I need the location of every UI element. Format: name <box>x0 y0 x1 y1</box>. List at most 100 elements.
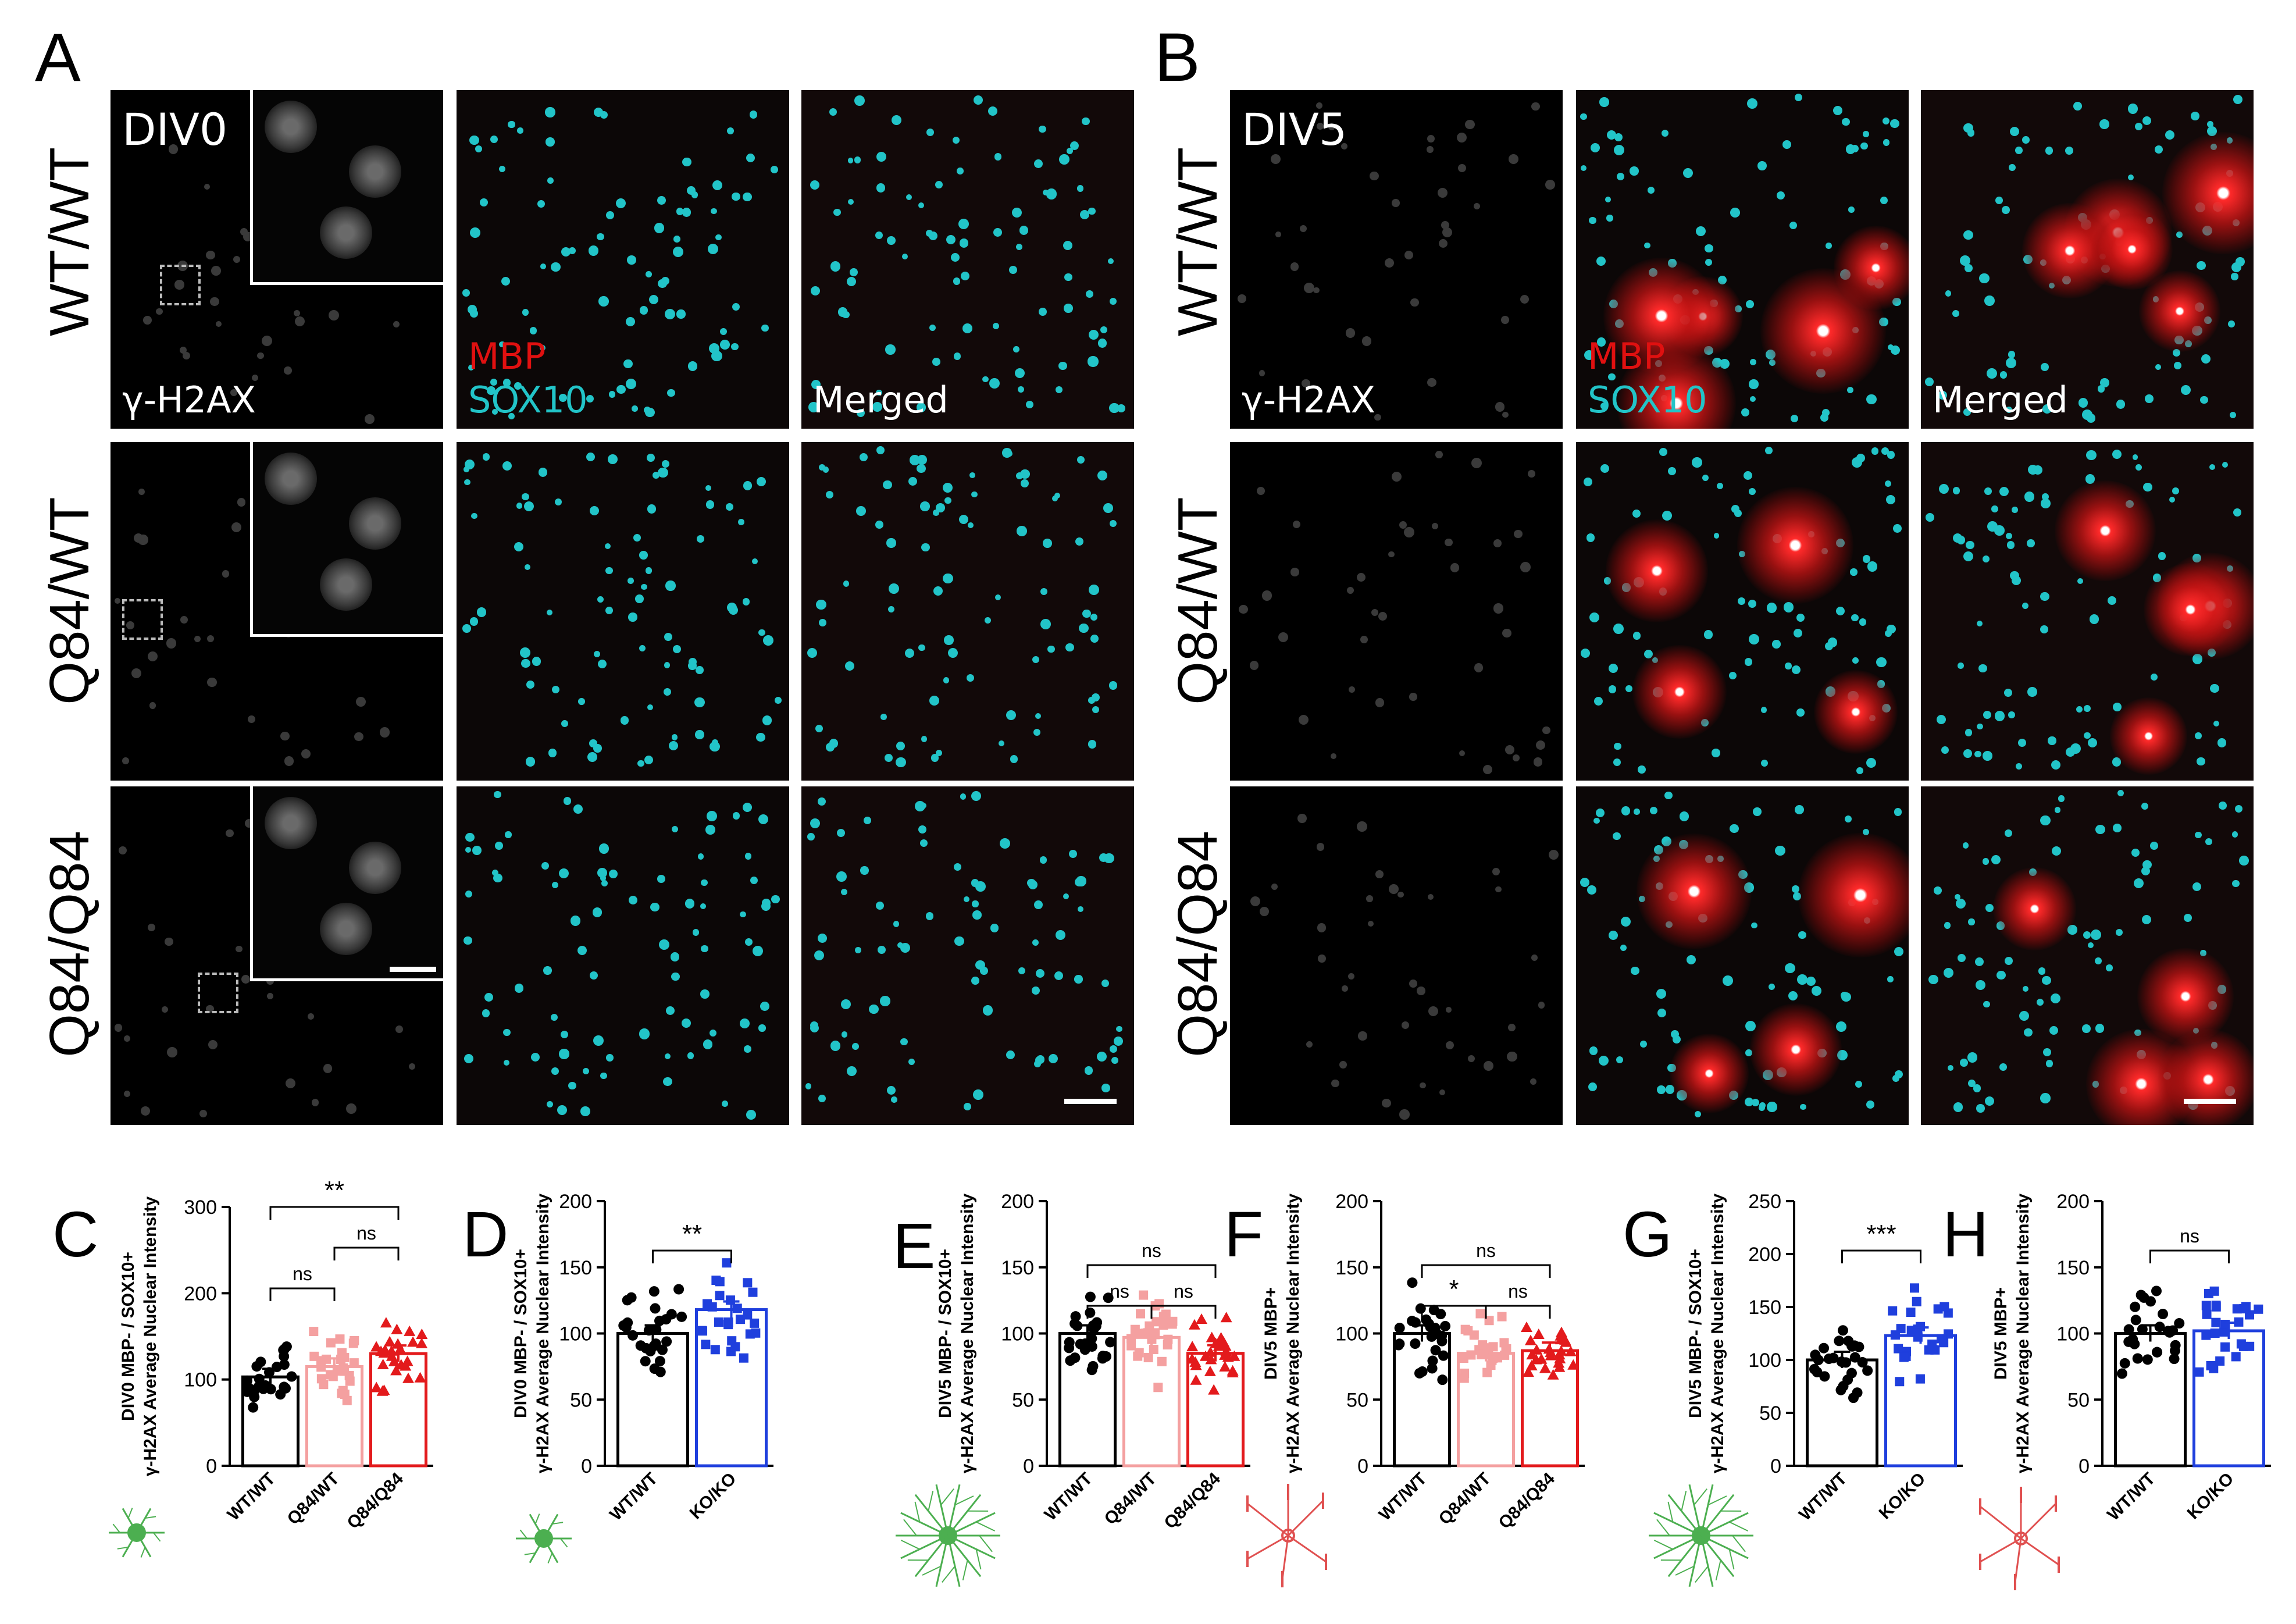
cell-nucleus <box>522 309 529 316</box>
cell-nucleus <box>468 365 475 371</box>
data-point <box>2169 1345 2180 1356</box>
cell-nucleus <box>960 271 969 280</box>
cell-nucleus <box>665 580 676 591</box>
cell-nucleus <box>969 472 975 478</box>
cell-nucleus <box>285 1078 296 1089</box>
cell-nucleus <box>354 732 363 742</box>
cell-nucleus <box>550 262 561 272</box>
cell-nucleus <box>1108 258 1114 264</box>
cell-nucleus <box>1085 290 1094 298</box>
cell-nucleus <box>959 238 968 248</box>
data-point <box>2201 1301 2211 1310</box>
cell-nucleus <box>843 580 850 587</box>
cell-nucleus <box>1100 326 1108 333</box>
cell-nucleus <box>207 677 217 688</box>
cell-nucleus <box>1026 400 1033 408</box>
cell-nucleus <box>966 674 974 682</box>
cell-nucleus <box>661 460 669 468</box>
cell-nucleus <box>1090 613 1098 621</box>
data-point <box>1909 1283 1919 1293</box>
cell-nucleus <box>920 501 930 511</box>
cell-nucleus <box>1033 159 1043 169</box>
cell-nucleus <box>719 328 727 336</box>
y-axis-label-line2: γ-H2AX Average Nuclear Intensity <box>2013 1194 2033 1474</box>
cell-nucleus <box>526 757 536 767</box>
data-point <box>711 1276 721 1285</box>
panel-letter-b: B <box>1154 19 1200 96</box>
cell-nucleus <box>165 937 173 946</box>
cell-nucleus <box>1043 539 1052 548</box>
cell-nucleus <box>993 322 1000 329</box>
cell-nucleus <box>626 379 637 390</box>
cell-nucleus <box>842 311 850 319</box>
cell-nucleus <box>561 720 568 727</box>
data-point <box>348 1338 358 1348</box>
cell-nucleus <box>1069 141 1079 150</box>
cell-nucleus <box>484 992 493 1002</box>
cell-nucleus <box>257 352 264 359</box>
cell-nucleus <box>490 136 498 144</box>
cell-nucleus <box>464 466 470 472</box>
cell-nucleus <box>570 916 581 926</box>
data-point <box>391 1323 403 1334</box>
cell-nucleus <box>672 644 682 653</box>
cell-nucleus <box>605 607 613 615</box>
cell-nucleus <box>1079 210 1089 220</box>
cell-nucleus <box>464 936 473 945</box>
cell-nucleus <box>715 234 722 241</box>
cell-nucleus <box>475 145 483 152</box>
cell-nucleus <box>516 502 523 509</box>
data-point <box>640 1342 651 1354</box>
cell-nucleus <box>551 1067 559 1075</box>
data-point <box>1937 1334 1946 1344</box>
data-point <box>1915 1374 1925 1384</box>
cell-nucleus <box>495 842 503 850</box>
cell-nucleus <box>886 538 896 548</box>
y-tick-label: 150 <box>1335 1257 1368 1279</box>
y-axis-label-line1: DIV5 MBP- / SOX10+ <box>1686 1249 1705 1418</box>
cell-nucleus <box>876 152 886 162</box>
micrograph-a-mbp-3 <box>457 786 789 1125</box>
cell-nucleus <box>627 255 636 265</box>
cell-nucleus <box>929 324 936 332</box>
data-point <box>326 1338 336 1348</box>
data-point <box>1163 1340 1172 1349</box>
cell-nucleus <box>676 208 684 215</box>
cell-nucleus <box>833 209 841 216</box>
data-point <box>739 1353 748 1363</box>
data-point <box>722 1258 732 1268</box>
cell-nucleus <box>1018 386 1025 393</box>
cell-nucleus <box>1088 330 1099 340</box>
cell-nucleus <box>490 378 497 386</box>
cell-nucleus <box>114 1023 123 1032</box>
cell-nucleus <box>908 476 918 486</box>
cell-nucleus <box>546 137 555 147</box>
data-point <box>1487 1355 1497 1365</box>
data-point <box>1204 1365 1216 1376</box>
data-point <box>661 1336 672 1347</box>
cell-nucleus <box>199 1110 208 1118</box>
cell-nucleus <box>204 183 211 190</box>
cell-nucleus <box>880 714 887 720</box>
cell-nucleus <box>650 902 659 911</box>
cell-nucleus <box>750 877 758 885</box>
cell-nucleus <box>818 464 825 471</box>
cell-nucleus <box>815 724 823 733</box>
cell-nucleus <box>477 607 487 617</box>
cell-nucleus <box>847 157 854 163</box>
cell-nucleus <box>147 923 155 931</box>
data-point <box>1088 1361 1099 1372</box>
y-tick-label: 150 <box>1001 1257 1034 1279</box>
cell-nucleus <box>673 247 684 258</box>
cell-nucleus <box>138 535 148 545</box>
cell-nucleus <box>647 454 655 462</box>
data-point <box>750 1318 760 1328</box>
cell-nucleus <box>691 191 698 199</box>
data-point <box>2211 1301 2221 1310</box>
cell-nucleus <box>673 236 680 243</box>
y-tick-label: 0 <box>206 1455 217 1477</box>
y-tick-label: 150 <box>559 1257 592 1279</box>
green-oligodendrocyte-precursor-icon <box>516 1513 572 1564</box>
cell-nucleus <box>598 296 609 307</box>
cell-nucleus <box>943 676 950 683</box>
